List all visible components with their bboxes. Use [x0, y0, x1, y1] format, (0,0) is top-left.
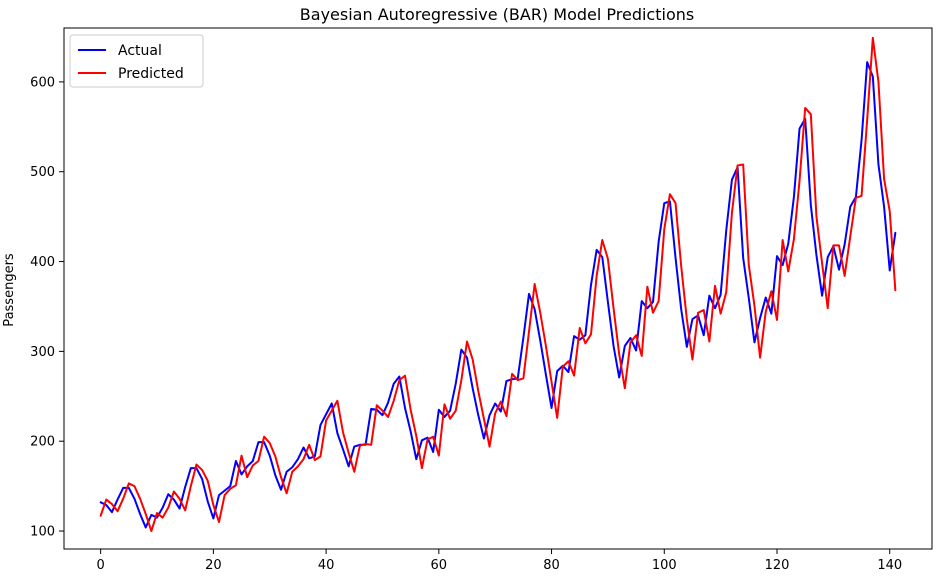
series-line-actual: [99, 61, 897, 529]
y-tick-label: 300: [30, 345, 55, 360]
y-tick-label: 200: [30, 435, 55, 450]
y-axis-label: Passengers: [2, 253, 17, 327]
x-tick-label: 20: [205, 558, 222, 573]
x-tick-label: 40: [318, 558, 335, 573]
x-tick-label: 140: [877, 558, 902, 573]
series-line-predicted: [99, 36, 897, 533]
x-tick-label: 120: [765, 558, 790, 573]
y-tick-label: 400: [30, 255, 55, 270]
plot-area: [63, 27, 933, 550]
x-tick-label: 100: [652, 558, 677, 573]
y-tick-label: 500: [30, 165, 55, 180]
plot-frame: [63, 27, 933, 550]
x-tick-label: 0: [96, 558, 104, 573]
y-axis: 100 200 300 400 500 600: [30, 75, 64, 540]
x-axis: 0 20 40 60 80 100 120 140: [96, 549, 902, 573]
chart-title: Bayesian Autoregressive (BAR) Model Pred…: [300, 5, 694, 24]
x-tick-label: 80: [543, 558, 560, 573]
y-tick-label: 600: [30, 75, 55, 90]
y-tick-label: 100: [30, 525, 55, 540]
x-tick-label: 60: [431, 558, 448, 573]
legend: Actual Predicted: [69, 34, 204, 88]
legend-label-predicted: Predicted: [118, 66, 184, 82]
legend-label-actual: Actual: [118, 43, 162, 59]
